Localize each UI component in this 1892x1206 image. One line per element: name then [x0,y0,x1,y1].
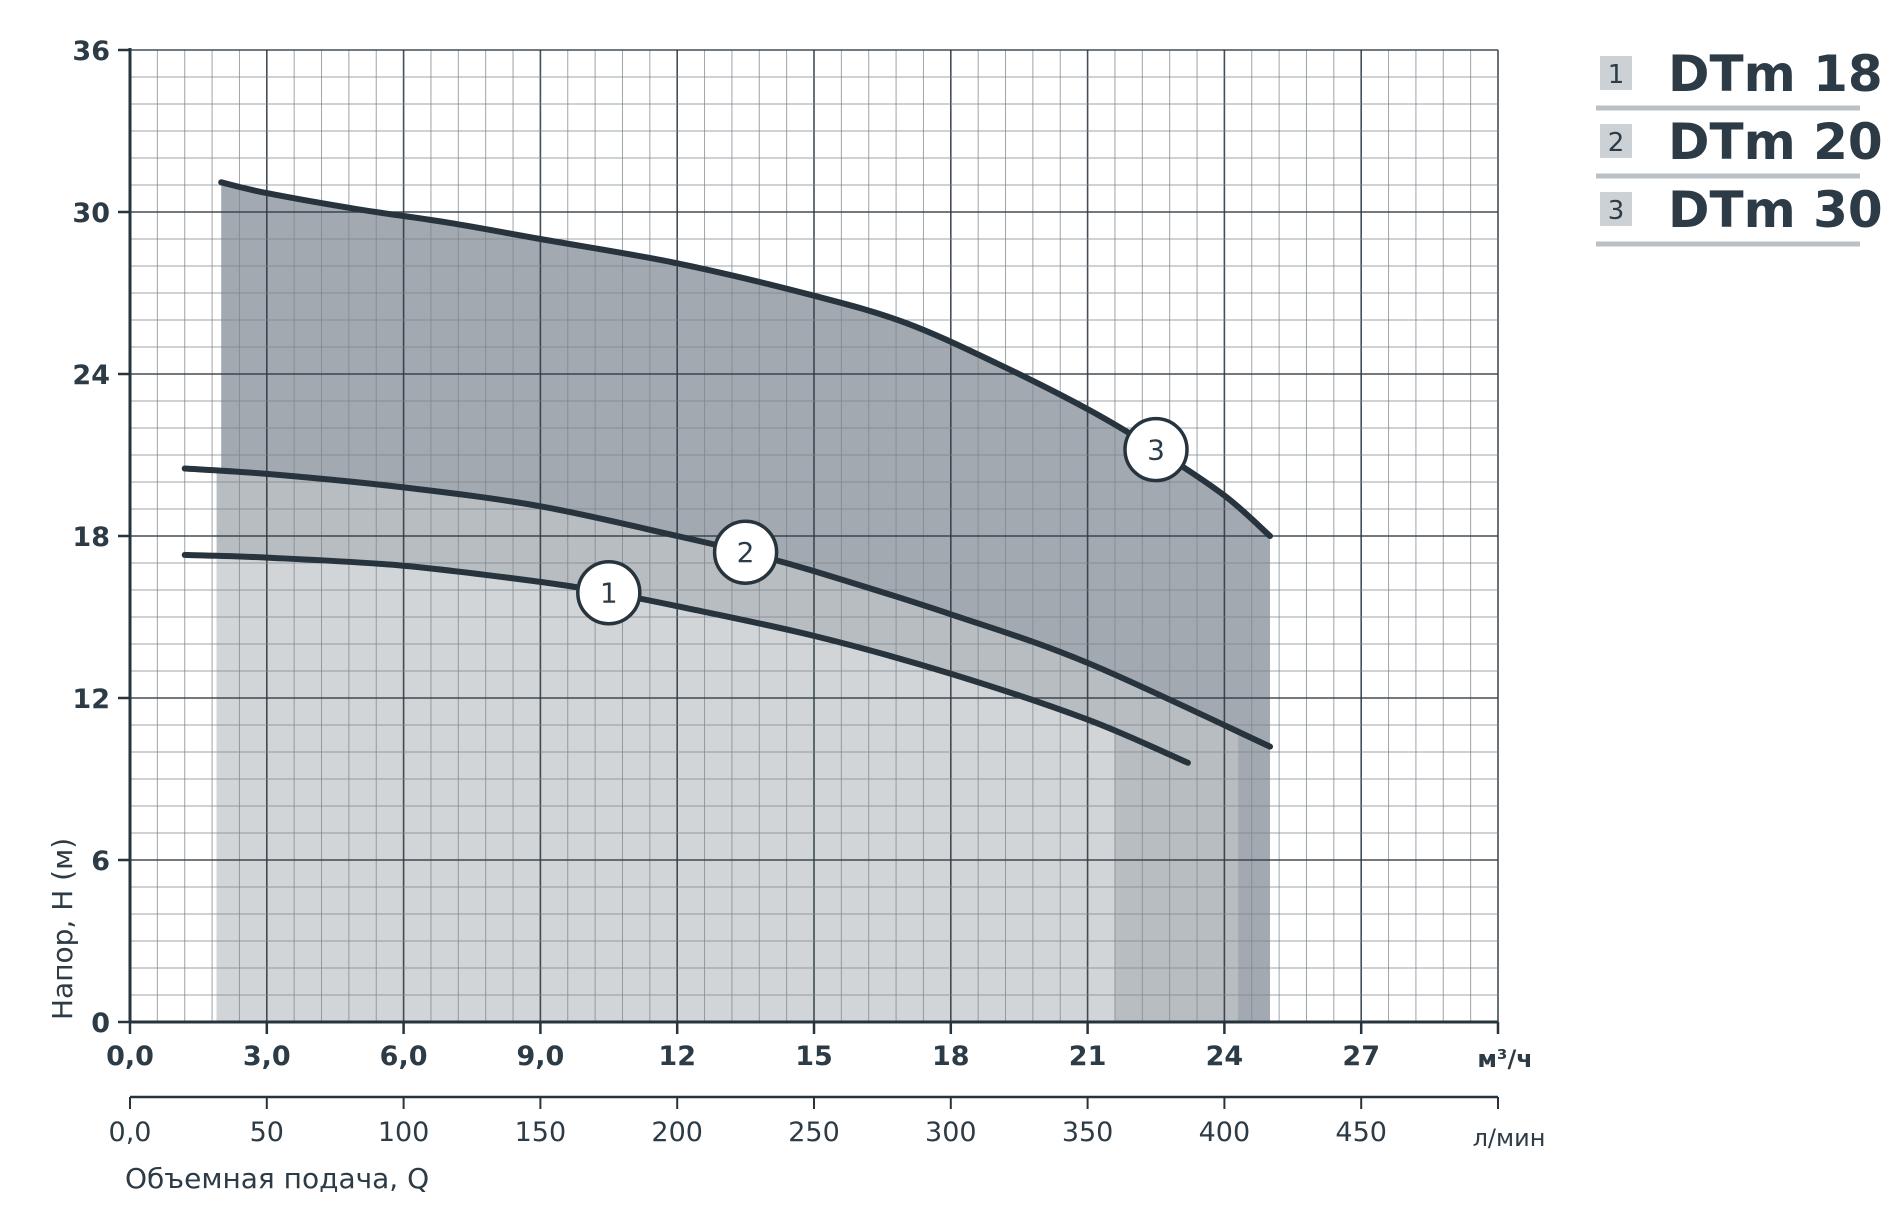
fill-region-1 [216,555,1116,1022]
curve-markers: 1 2 3 [576,416,1189,626]
x2-tick-label: 350 [1062,1117,1114,1148]
x-tick-labels-lmin: 0,0 50 100 150 200 250 300 350 400 450 [109,1117,1387,1148]
legend-number-box [1600,124,1632,158]
y-tick-label: 18 [72,522,110,553]
legend-number: 1 [1608,60,1625,90]
x-tick-label: 6,0 [380,1041,428,1072]
x-tick-label: 3,0 [243,1041,291,1072]
x-tick-label: 12 [658,1041,696,1072]
x2-tick-label: 250 [788,1117,840,1148]
curve-marker-2: 2 [712,519,779,585]
legend-number: 3 [1608,196,1625,226]
y-tick-label: 0 [91,1008,110,1039]
y-tick-label: 30 [72,198,110,229]
curve-marker-circle [712,519,779,585]
x-axis-label: Объемная подача, Q [125,1162,429,1195]
curve-dtm-18 [181,551,1191,766]
x-tick-label: 15 [795,1041,833,1072]
x2-tick-label: 50 [250,1117,284,1148]
curve-marker-3: 3 [1123,416,1189,483]
y-tick-labels: 0 6 12 18 24 30 36 [72,36,110,1039]
y-tick-label: 12 [72,684,110,715]
curve-marker-circle [1123,416,1189,483]
x2-tick-label: 0,0 [109,1117,152,1148]
legend-label: DTm 20 [1668,113,1883,171]
curve-marker-label: 2 [737,536,755,569]
curve-marker-label: 1 [600,577,618,610]
y-tick-label: 6 [91,846,110,877]
legend-label: DTm 18 [1668,45,1883,103]
x-tick-labels-m3h: 0,0 3,0 6,0 9,0 12 15 18 21 24 27 [106,1041,1380,1072]
x2-tick-label: 150 [515,1117,567,1148]
x-unit-secondary: л/мин [1473,1124,1546,1152]
axes [118,48,1500,1109]
x-unit-primary: м³/ч [1477,1045,1532,1073]
x-tick-label: 18 [932,1041,970,1072]
x-tick-label: 27 [1342,1041,1380,1072]
curve-marker-circle [576,559,642,626]
legend-label: DTm 30 [1668,181,1883,239]
legend-item-1: 1 DTm 18 [1596,45,1883,111]
curve-marker-1: 1 [576,559,642,626]
legend-number-box [1600,56,1632,90]
legend-number-box [1600,192,1632,226]
legend-item-3: 3 DTm 30 [1596,181,1883,247]
curve-marker-label: 3 [1147,434,1165,467]
x-tick-label: 9,0 [516,1041,564,1072]
legend-item-2: 2 DTm 20 [1596,113,1883,179]
x2-tick-label: 200 [651,1117,703,1148]
x2-tick-label: 100 [378,1117,430,1148]
x-tick-label: 24 [1206,1041,1244,1072]
legend-number: 2 [1608,128,1625,158]
y-tick-label: 36 [72,36,110,67]
x-tick-label: 21 [1069,1041,1107,1072]
legend: 1 DTm 18 2 DTm 20 3 DTm 30 [1596,45,1883,247]
y-axis-label: Напор, H (м) [46,838,79,1020]
x2-tick-label: 300 [925,1117,977,1148]
y-tick-label: 24 [72,360,110,391]
operating-range-fills [216,182,1271,1023]
x2-tick-label: 400 [1199,1117,1251,1148]
x-tick-label: 0,0 [106,1041,154,1072]
x2-tick-label: 450 [1335,1117,1387,1148]
